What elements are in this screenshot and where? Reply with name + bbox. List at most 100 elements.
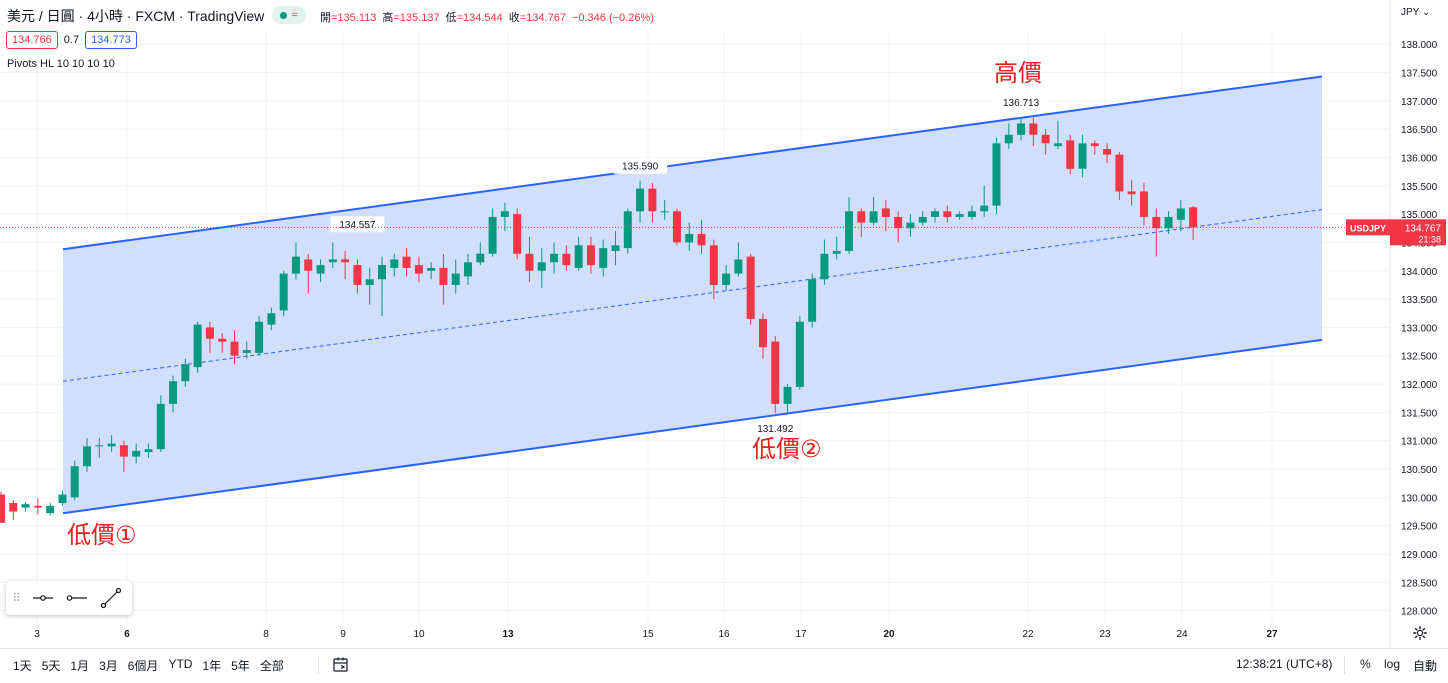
price-tick-label: 130.500 <box>1401 465 1438 476</box>
candle-body <box>685 233 694 243</box>
candle-body <box>795 321 804 387</box>
candle-body <box>832 250 841 254</box>
candle-body <box>660 211 669 213</box>
horizontal-ray-tool-icon[interactable] <box>26 583 60 613</box>
candle-body <box>46 505 55 514</box>
symbol-tag-box <box>1346 219 1390 236</box>
candle-body <box>648 188 657 212</box>
range-button[interactable]: 1月 <box>70 659 90 673</box>
ohlc-value: =134.544 <box>456 12 503 24</box>
candle-body <box>611 245 620 251</box>
time-tick-label: 27 <box>1266 629 1278 640</box>
candle-body <box>722 273 731 285</box>
range-button[interactable]: 5天 <box>41 659 61 673</box>
candle-body <box>783 386 792 404</box>
candle-body <box>464 262 473 277</box>
time-tick-label: 20 <box>883 629 895 640</box>
candle-body <box>525 253 534 271</box>
toolbar-divider <box>1344 656 1345 674</box>
channel-fill <box>63 76 1322 514</box>
range-button[interactable]: 5年 <box>231 659 250 673</box>
timezone-clock[interactable]: 12:38:21 (UTC+8) <box>1236 657 1333 671</box>
time-tick-label: 13 <box>502 629 514 640</box>
range-button[interactable]: 1年 <box>202 659 222 673</box>
auto-scale-toggle[interactable]: 自動 <box>1413 659 1438 673</box>
pivot-label-box <box>330 216 385 233</box>
delay-wave-icon: ≈ <box>291 9 298 21</box>
indicator-legend[interactable]: Pivots HL 10 10 10 10 <box>7 58 115 70</box>
candle-body <box>869 211 878 223</box>
candle-body <box>943 211 952 217</box>
candle-body <box>427 267 436 271</box>
range-button[interactable]: 3月 <box>99 659 118 673</box>
candle-body <box>169 381 178 404</box>
time-tick-label: 10 <box>413 629 425 640</box>
ohlc-label: 收 <box>508 12 520 24</box>
pivot-label: 135.590 <box>622 162 659 173</box>
candle-body <box>1189 207 1198 228</box>
range-button[interactable]: 6個月 <box>127 659 159 673</box>
candle-body <box>734 259 743 274</box>
market-status-badge[interactable]: ≈ <box>272 6 306 24</box>
candle-body <box>390 259 399 268</box>
candle-body <box>1017 123 1026 135</box>
currency-selector[interactable]: JPY ⌄ <box>1401 7 1430 18</box>
candle-body <box>1127 191 1136 195</box>
candle-body <box>697 233 706 246</box>
bottom-toolbar: 1天 5天 1月 3月 6個月 YTD 1年 5年 全部 12:38:21 (UTC+8) % … <box>0 648 1448 683</box>
time-tick-label: 8 <box>263 629 269 640</box>
candle-body <box>488 216 497 254</box>
candle-body <box>377 265 386 280</box>
candle-body <box>316 265 325 274</box>
candle-body <box>1041 134 1050 144</box>
candle-body <box>156 403 165 450</box>
candle-body <box>500 211 509 217</box>
pivot-labels: 134.557 135.590 131.492 136.713 <box>330 94 1049 435</box>
market-open-dot-icon <box>280 11 288 19</box>
candle-body <box>365 279 374 285</box>
pivot-label-box <box>613 157 668 174</box>
range-button[interactable]: 1天 <box>13 659 32 673</box>
candle-body <box>304 259 313 271</box>
pivot-label: 134.557 <box>339 220 376 231</box>
time-axis: 3 6 8 9 10 13 15 16 17 20 22 23 24 27 <box>34 629 1278 640</box>
chart-settings-gear-icon[interactable] <box>1413 626 1427 640</box>
symbol-title[interactable]: 美元 / 日圓 · 4小時 · FXCM · TradingView <box>7 8 265 24</box>
range-button[interactable]: YTD <box>168 657 193 671</box>
horizontal-line-tool-icon[interactable] <box>60 583 94 613</box>
candle-body <box>1053 143 1062 147</box>
candle-body <box>574 245 583 268</box>
price-tick-label: 135.000 <box>1401 210 1438 221</box>
price-tick-label: 128.500 <box>1401 578 1438 589</box>
candle-body <box>845 211 854 251</box>
price-tick-label: 130.000 <box>1401 493 1438 504</box>
candle-body <box>918 216 927 223</box>
time-tick-label: 17 <box>795 629 807 640</box>
buy-price-button[interactable]: 134.773 <box>85 31 137 49</box>
candles <box>0 117 1198 523</box>
candle-body <box>636 188 645 212</box>
channel-lower-line <box>62 338 1323 515</box>
price-tag-countdown: 21:38 <box>1418 234 1441 244</box>
candle-body <box>513 214 522 254</box>
candle-body <box>402 256 411 268</box>
candle-body <box>193 324 202 368</box>
candle-body <box>95 445 104 447</box>
candle-body <box>1115 154 1124 192</box>
candle-body <box>107 443 116 447</box>
drag-handle-icon[interactable]: ⠿ <box>12 591 21 605</box>
sell-price-button[interactable]: 134.766 <box>6 31 58 49</box>
candle-body <box>586 245 595 266</box>
log-scale-toggle[interactable]: log <box>1384 657 1401 671</box>
trend-line-tool-icon[interactable] <box>94 583 128 613</box>
trade-price-row: 134.766 0.7 134.773 <box>6 30 137 50</box>
spread-value: 0.7 <box>63 34 80 46</box>
parallel-channel <box>62 75 1323 515</box>
percent-scale-toggle[interactable]: % <box>1360 657 1371 671</box>
candle-body <box>771 341 780 404</box>
range-button[interactable]: 全部 <box>259 659 284 673</box>
candle-body <box>931 211 940 217</box>
candle-body <box>414 265 423 274</box>
go-to-date-icon[interactable] <box>332 656 350 674</box>
